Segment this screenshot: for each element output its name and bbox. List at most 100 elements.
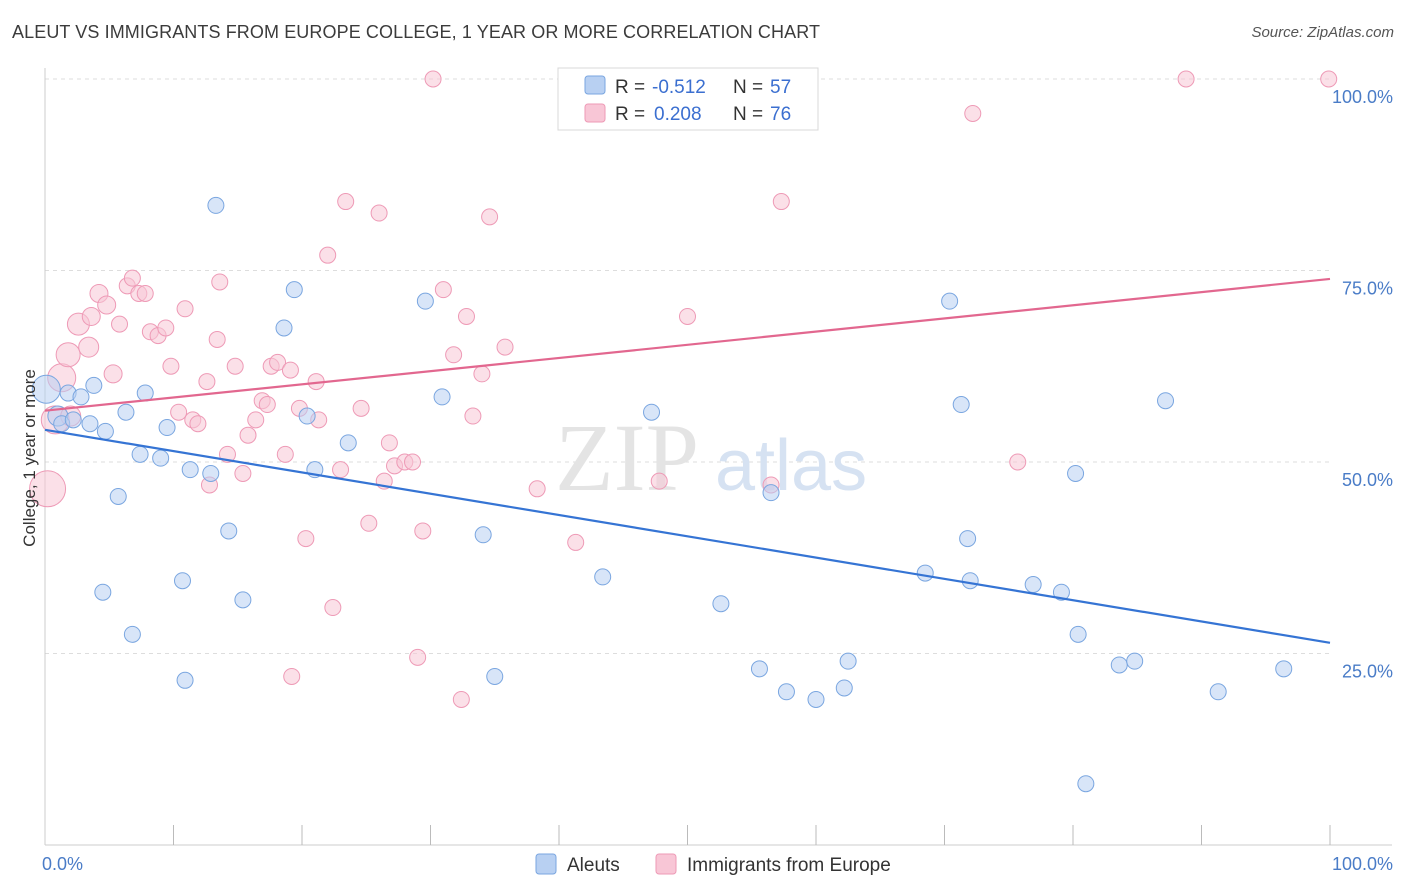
legend-swatch-europe (584, 103, 606, 123)
aleut-point-43 (941, 292, 959, 310)
aleut-point-39 (807, 690, 825, 708)
legend-europe-r-value: 0.208 (654, 104, 702, 125)
y-tick-label-1: 50.0% (1342, 470, 1393, 490)
aleut-point-44 (952, 396, 970, 414)
aleut-points (31, 196, 1293, 793)
europe-point-52 (380, 434, 398, 452)
europe-point-41 (297, 530, 315, 548)
europe-point-21 (176, 300, 194, 318)
aleut-point-38 (777, 683, 795, 701)
europe-point-9 (97, 295, 117, 315)
europe-point-30 (234, 464, 252, 482)
trend-lines (44, 277, 1331, 644)
aleut-point-32 (486, 667, 504, 685)
aleut-point-49 (1067, 464, 1085, 482)
aleut-point-5 (72, 388, 90, 406)
axes (44, 68, 1392, 846)
europe-point-13 (123, 269, 141, 287)
europe-point-45 (324, 599, 342, 617)
europe-point-32 (247, 411, 265, 429)
europe-point-72 (772, 193, 790, 211)
aleut-point-6 (81, 415, 99, 433)
aleut-point-8 (94, 583, 112, 601)
europe-point-3 (55, 342, 81, 368)
europe-point-59 (434, 281, 452, 299)
europe-point-69 (650, 472, 668, 490)
series-legend-aleut: Aleuts (567, 855, 620, 876)
aleut-point-22 (220, 522, 238, 540)
series-legend-swatch-aleut (535, 853, 557, 875)
y-tick-label-0: 25.0% (1342, 662, 1393, 682)
europe-point-61 (452, 690, 470, 708)
europe-point-76 (1320, 70, 1338, 88)
y-tick-label-3: 100.0% (1332, 87, 1393, 107)
watermark-zip: ZIP (555, 404, 699, 511)
europe-point-34 (258, 396, 276, 414)
aleut-point-10 (109, 487, 127, 505)
aleut-point-46 (961, 572, 979, 590)
aleut-point-54 (1157, 392, 1175, 410)
aleut-point-16 (158, 419, 176, 437)
europe-point-36 (269, 353, 287, 371)
europe-point-7 (81, 306, 101, 326)
aleut-point-40 (835, 679, 853, 697)
chart-title: ALEUT VS IMMIGRANTS FROM EUROPE COLLEGE,… (12, 22, 821, 42)
aleut-point-53 (1126, 652, 1144, 670)
europe-point-74 (1009, 453, 1027, 471)
y-axis-label: College, 1 year or more (20, 369, 39, 547)
legend-aleut-r-label: R = (615, 77, 645, 98)
aleut-trend-line (44, 428, 1331, 644)
aleut-point-48 (1052, 583, 1070, 601)
europe-point-50 (370, 204, 388, 222)
europe-point-39 (283, 667, 301, 685)
europe-point-20 (170, 403, 188, 421)
europe-point-62 (457, 307, 475, 325)
legend-europe-n-value: 76 (770, 104, 791, 125)
europe-point-60 (445, 346, 463, 364)
aleut-point-23 (234, 591, 252, 609)
europe-point-67 (528, 480, 546, 498)
europe-point-66 (496, 338, 514, 356)
aleut-point-50 (1069, 625, 1087, 643)
europe-point-73 (964, 104, 982, 122)
aleut-point-55 (1209, 683, 1227, 701)
aleut-point-0 (31, 374, 61, 404)
europe-point-63 (464, 407, 482, 425)
aleut-point-37 (762, 484, 780, 502)
europe-point-6 (78, 336, 100, 358)
source-credit: Source: ZipAtlas.com (1251, 24, 1394, 41)
legend-swatch-aleut (584, 75, 606, 95)
aleut-point-7 (85, 376, 103, 394)
europe-point-68 (567, 533, 585, 551)
europe-point-26 (208, 330, 226, 348)
europe-point-38 (281, 361, 299, 379)
europe-point-19 (162, 357, 180, 375)
europe-point-15 (136, 284, 154, 302)
europe-point-56 (409, 648, 427, 666)
legend-europe-n-label: N = (733, 104, 763, 125)
europe-point-58 (424, 70, 442, 88)
aleut-point-28 (339, 434, 357, 452)
europe-point-23 (189, 415, 207, 433)
europe-trend-line (44, 277, 1331, 412)
series-legend: Aleuts Immigrants from Europe (535, 853, 891, 876)
aleut-point-52 (1110, 656, 1128, 674)
x-tick-labels: 0.0% 100.0% (42, 854, 1393, 874)
aleut-point-35 (712, 595, 730, 613)
europe-point-65 (481, 208, 499, 226)
europe-point-31 (239, 426, 257, 444)
x-tick-label-1: 100.0% (1332, 854, 1393, 874)
aleut-point-56 (1275, 660, 1293, 678)
europe-point-70 (679, 307, 696, 325)
series-legend-europe: Immigrants from Europe (687, 855, 891, 876)
europe-point-27 (211, 273, 229, 291)
europe-point-49 (360, 514, 378, 532)
europe-point-11 (111, 315, 129, 333)
aleut-point-33 (594, 568, 612, 586)
europe-point-24 (198, 373, 216, 391)
europe-point-29 (226, 357, 244, 375)
europe-point-48 (352, 399, 370, 417)
aleut-point-25 (285, 281, 303, 299)
aleut-point-12 (123, 625, 141, 643)
